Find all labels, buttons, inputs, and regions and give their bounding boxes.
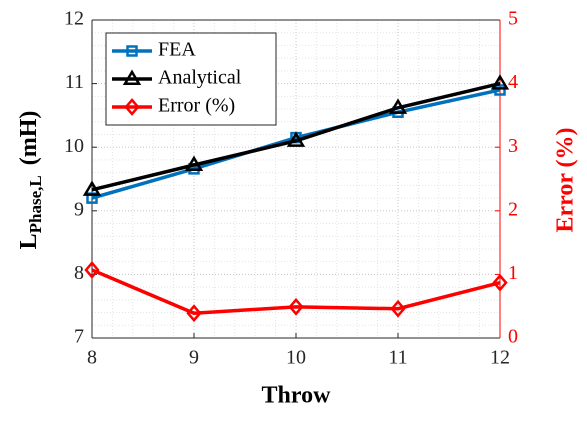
y-tick-label: 10 (64, 135, 84, 157)
marker (124, 98, 140, 116)
marker (186, 304, 202, 323)
y-tick-label: 8 (74, 262, 84, 284)
marker (126, 45, 138, 57)
x-axis-label: Throw (262, 383, 332, 409)
x-tick-label: 11 (388, 347, 407, 369)
marker (490, 74, 510, 90)
series-line (91, 81, 501, 192)
x-tick-label: 12 (490, 347, 510, 369)
y2-tick-label: 4 (508, 71, 518, 93)
marker (82, 180, 102, 196)
y-label-sub: Phase,L (26, 175, 45, 233)
legend-label: Analytical (158, 67, 242, 89)
y-tick-label: 9 (74, 198, 84, 220)
x-tick-label: 8 (87, 347, 97, 369)
legend-label: Error (%) (158, 95, 235, 117)
y-tick-label: 7 (74, 326, 84, 348)
marker (122, 69, 142, 86)
y-label-main: L (16, 233, 42, 249)
series-line (91, 88, 501, 200)
marker (184, 155, 204, 172)
y2-axis-label: Error (%) (553, 127, 579, 232)
marker (390, 299, 406, 318)
marker (286, 131, 306, 147)
marker (494, 84, 506, 96)
marker (492, 273, 508, 292)
y2-tick-label: 2 (508, 198, 518, 220)
y-label-unit: (mH) (16, 111, 42, 166)
x-tick-label: 9 (189, 347, 199, 369)
y-tick-label: 12 (64, 8, 84, 30)
marker (388, 98, 408, 114)
marker (84, 261, 100, 279)
y-axis-label: LPhase,L (mH) (16, 111, 45, 250)
series-line (91, 268, 501, 315)
marker (288, 297, 304, 316)
x-tick-label: 10 (286, 347, 306, 369)
y2-tick-label: 3 (508, 135, 518, 157)
y-tick-label: 11 (65, 71, 84, 93)
y2-tick-label: 0 (508, 326, 518, 348)
legend-label: FEA (158, 39, 196, 61)
y2-tick-label: 1 (508, 262, 518, 284)
y2-tick-label: 5 (508, 8, 518, 30)
